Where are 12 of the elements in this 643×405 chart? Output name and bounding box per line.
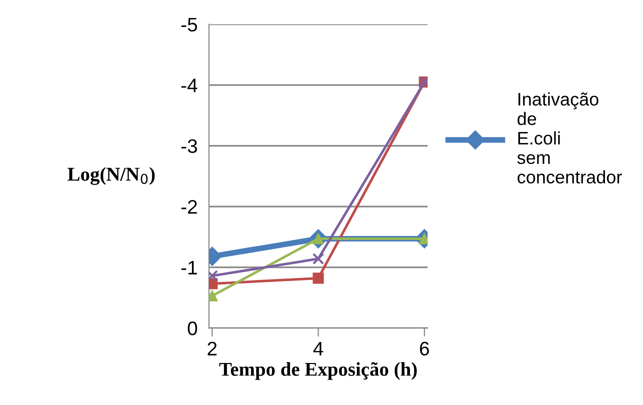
- y-tick-label: -5: [181, 18, 198, 32]
- y-tick-label: 0: [188, 322, 198, 336]
- x-tick-label: 6: [420, 342, 429, 356]
- legend-label: Inativação de E.coli sem concentrador: [517, 92, 622, 184]
- x-axis-title: Tempo de Exposição (h): [219, 362, 417, 380]
- y-tick-label: -1: [181, 260, 197, 274]
- y-tick-label: -4: [181, 78, 198, 92]
- y-tick-label: -2: [181, 200, 197, 214]
- y-tick-label: -3: [181, 139, 198, 154]
- x-tick-label: 2: [208, 342, 217, 356]
- x-tick-label: 4: [313, 342, 324, 356]
- y-axis-title: Log(N/N$_{0}$): [68, 167, 155, 185]
